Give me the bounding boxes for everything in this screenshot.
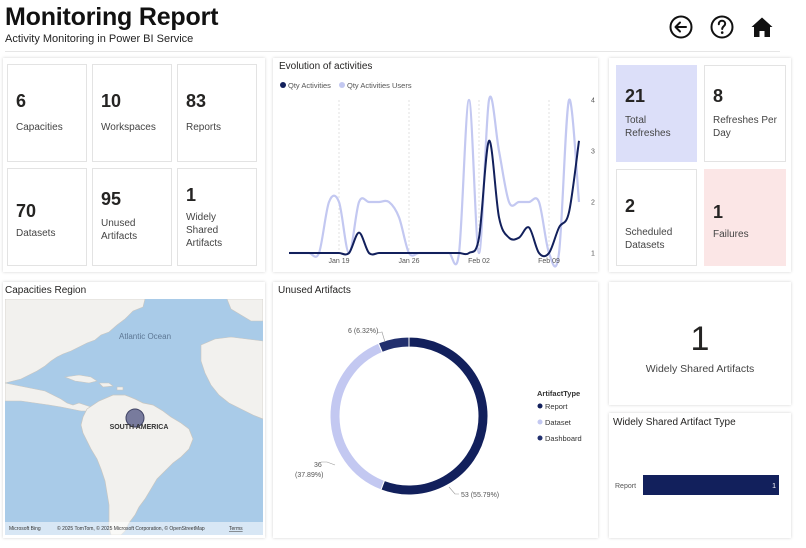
reports-value: 83 bbox=[186, 91, 207, 111]
scheduled-datasets-label: Scheduled Datasets bbox=[625, 227, 673, 251]
bar-category-label: Report bbox=[615, 483, 636, 490]
refreshes-per-day-card[interactable]: 8 Refreshes Per Day bbox=[704, 65, 786, 162]
unused-artifacts-donut: 6 (6.32%) 36 (37.89%) 53 (55.79%) Artifa… bbox=[295, 328, 582, 499]
south-america-landmass bbox=[80, 394, 194, 535]
total-refreshes-label: Total Refreshes bbox=[625, 115, 671, 139]
donut-slice-report[interactable] bbox=[380, 336, 489, 496]
evolution-panel[interactable]: Evolution of activities Qty Activities Q… bbox=[273, 58, 598, 272]
legend-label-report[interactable]: Report bbox=[545, 402, 568, 411]
datasets-label: Datasets bbox=[16, 228, 56, 239]
refreshes-per-day-label: Refreshes Per Day bbox=[713, 115, 777, 139]
north-america-landmass bbox=[5, 299, 146, 384]
europe-landmass bbox=[226, 299, 263, 322]
question-mark-icon bbox=[710, 15, 734, 39]
total-refreshes-value: 21 bbox=[625, 86, 646, 106]
widely-shared-type-chart: Report 1 bbox=[615, 475, 779, 495]
datasets-card[interactable]: 70 Datasets bbox=[7, 168, 87, 266]
unused-artifacts-value: 95 bbox=[101, 189, 122, 209]
map-canvas[interactable]: Atlantic Ocean SOUTH AMERICA Microsoft B… bbox=[5, 299, 263, 535]
map-terms-link[interactable]: Terms bbox=[229, 526, 243, 532]
legend-dot-activities bbox=[280, 82, 286, 88]
refresh-panel: 21 Total Refreshes 8 Refreshes Per Day 2… bbox=[609, 58, 791, 272]
widely-shared-panel[interactable]: 1 Widely Shared Artifacts bbox=[609, 282, 791, 405]
capacities-label: Capacities bbox=[16, 122, 63, 133]
legend-label-dashboard[interactable]: Dashboard bbox=[545, 434, 582, 443]
workspaces-label: Workspaces bbox=[101, 122, 156, 133]
bar-report[interactable] bbox=[643, 475, 779, 495]
legend-dot-dashboard bbox=[537, 435, 543, 441]
legend-dot-dataset bbox=[537, 419, 543, 425]
scheduled-datasets-value: 2 bbox=[625, 196, 636, 216]
unused-artifacts-label: Unused Artifacts bbox=[101, 218, 138, 242]
bar-value-label: 1 bbox=[772, 483, 776, 490]
widely-shared-label: Widely Shared Artifacts bbox=[186, 212, 223, 249]
unused-artifacts-card[interactable]: 95 Unused Artifacts bbox=[92, 168, 172, 266]
workspaces-value: 10 bbox=[101, 91, 122, 111]
label-dashboard: 6 (6.32%) bbox=[348, 328, 378, 335]
map-title: Capacities Region bbox=[5, 285, 87, 296]
back-button[interactable] bbox=[668, 14, 694, 40]
map-copyright: © 2025 TomTom, © 2025 Microsoft Corporat… bbox=[57, 525, 205, 532]
refreshes-per-day-value: 8 bbox=[713, 86, 724, 106]
failures-label: Failures bbox=[713, 229, 749, 240]
series-line-activities bbox=[289, 139, 580, 258]
reports-label: Reports bbox=[186, 122, 222, 133]
capacities-card[interactable]: 6 Capacities bbox=[7, 64, 87, 162]
workspaces-card[interactable]: 10 Workspaces bbox=[92, 64, 172, 162]
y-tick-label: 1 bbox=[591, 251, 595, 258]
home-icon bbox=[751, 17, 773, 37]
legend-title: ArtifactType bbox=[537, 389, 580, 398]
widely-shared-big-value: 1 bbox=[690, 320, 710, 358]
widely-shared-value: 1 bbox=[186, 185, 197, 205]
failures-card[interactable]: 1 Failures bbox=[704, 169, 786, 266]
home-button[interactable] bbox=[749, 14, 775, 40]
capacity-region-marker[interactable] bbox=[125, 408, 145, 428]
map-panel: Capacities Region Atlantic Ocean SOUTH A… bbox=[3, 282, 265, 538]
capacities-value: 6 bbox=[16, 91, 27, 111]
kpi-panel: 6 Capacities 10 Workspaces 83 Reports 70… bbox=[3, 58, 265, 272]
y-tick-label: 3 bbox=[591, 149, 595, 156]
datasets-value: 70 bbox=[16, 201, 37, 221]
donut-slice-dataset[interactable] bbox=[329, 342, 386, 491]
legend-label-activities: Qty Activities bbox=[288, 81, 331, 90]
unused-artifacts-panel[interactable]: Unused Artifacts 6 (6.32%) 36 (37.89%) 5… bbox=[273, 282, 598, 538]
back-arrow-icon bbox=[669, 15, 693, 39]
header-divider bbox=[5, 51, 780, 52]
reports-card[interactable]: 83 Reports bbox=[177, 64, 257, 162]
failures-value: 1 bbox=[713, 202, 724, 222]
legend-label-users: Qty Activities Users bbox=[347, 81, 412, 90]
unused-artifacts-title: Unused Artifacts bbox=[278, 285, 351, 296]
donut-slice-dashboard[interactable] bbox=[377, 336, 410, 354]
page-subtitle: Activity Monitoring in Power BI Service bbox=[5, 33, 194, 45]
x-tick-label: Feb 02 bbox=[468, 258, 490, 265]
widely-shared-big-label: Widely Shared Artifacts bbox=[645, 363, 755, 375]
x-tick-label: Jan 19 bbox=[328, 258, 349, 265]
legend-label-dataset[interactable]: Dataset bbox=[545, 418, 572, 427]
x-tick-label: Feb 09 bbox=[538, 258, 560, 265]
evolution-chart: Qty Activities Qty Activities Users Jan … bbox=[280, 81, 595, 268]
help-button[interactable] bbox=[709, 14, 735, 40]
widely-shared-type-title: Widely Shared Artifact Type bbox=[613, 417, 736, 428]
page-title: Monitoring Report bbox=[5, 3, 219, 31]
legend-dot-users bbox=[339, 82, 345, 88]
ocean-label: Atlantic Ocean bbox=[119, 332, 171, 341]
label-report: 53 (55.79%) bbox=[461, 492, 499, 499]
series-line-users bbox=[289, 95, 581, 268]
caribbean-islands bbox=[63, 374, 124, 391]
y-tick-label: 4 bbox=[591, 98, 595, 105]
label-dataset-pct: (37.89%) bbox=[295, 472, 323, 479]
gulf-coast bbox=[5, 382, 92, 412]
bing-logo: Microsoft Bing bbox=[9, 526, 41, 532]
total-refreshes-card[interactable]: 21 Total Refreshes bbox=[616, 65, 697, 162]
legend-dot-report bbox=[537, 403, 543, 409]
continent-label: SOUTH AMERICA bbox=[110, 424, 169, 431]
widely-shared-card[interactable]: 1 Widely Shared Artifacts bbox=[177, 168, 257, 266]
evolution-title: Evolution of activities bbox=[279, 61, 373, 72]
widely-shared-type-panel[interactable]: Widely Shared Artifact Type Report 1 bbox=[609, 413, 791, 538]
y-tick-label: 2 bbox=[591, 200, 595, 207]
africa-landmass bbox=[200, 336, 263, 420]
scheduled-datasets-card[interactable]: 2 Scheduled Datasets bbox=[616, 169, 697, 266]
x-tick-label: Jan 26 bbox=[398, 258, 419, 265]
label-dataset-count: 36 bbox=[314, 462, 322, 469]
